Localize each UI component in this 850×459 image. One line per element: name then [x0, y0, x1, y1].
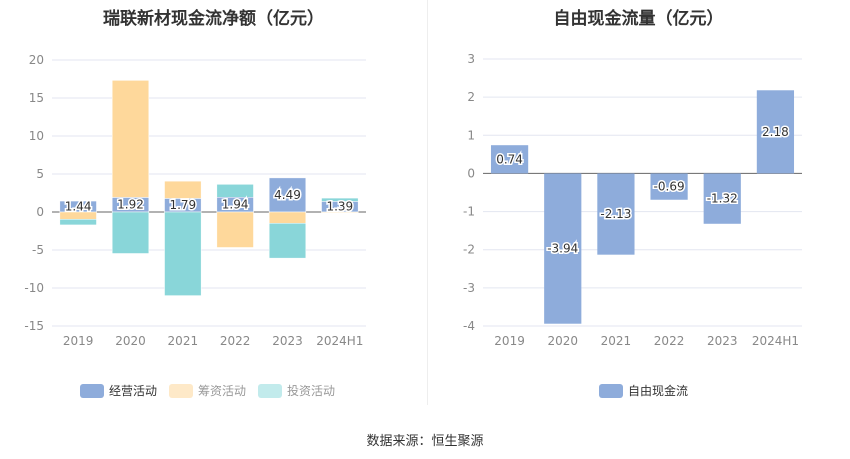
left-chart-title: 瑞联新材现金流净额（亿元） — [103, 9, 324, 29]
legend-item-investing[interactable]: 投资活动 — [258, 382, 335, 399]
bar-筹资活动 — [164, 180, 202, 199]
x-tick-label: 2019 — [494, 334, 525, 348]
bar-投资活动 — [268, 222, 307, 259]
legend-swatch — [169, 383, 194, 398]
bar-筹资活动 — [268, 211, 307, 224]
data-label: 1.39 — [326, 200, 353, 214]
right-legend: 自由现金流 — [599, 382, 688, 399]
x-tick-label: 2020 — [115, 334, 146, 348]
bar-经营活动 — [268, 177, 307, 213]
legend-label: 筹资活动 — [198, 384, 247, 398]
x-tick-label: 2020 — [547, 334, 578, 348]
data-label: 0.74 — [496, 152, 523, 166]
x-tick-label: 2024H1 — [752, 334, 799, 348]
y-tick-label: 15 — [29, 91, 44, 105]
y-tick-label: 5 — [36, 167, 44, 181]
y-tick-label: -2 — [463, 243, 475, 257]
bar-投资活动 — [321, 197, 359, 202]
bar-投资活动 — [59, 219, 97, 226]
bar-free-cash-flow — [597, 173, 635, 255]
x-tick-label: 2024H1 — [316, 334, 363, 348]
x-tick-label: 2019 — [63, 334, 94, 348]
y-tick-label: -4 — [463, 319, 475, 333]
x-tick-label: 2021 — [168, 334, 199, 348]
legend-item-financing[interactable]: 筹资活动 — [169, 382, 246, 399]
legend-label: 经营活动 — [109, 384, 158, 398]
bar-free-cash-flow — [544, 173, 582, 324]
bar-free-cash-flow — [756, 90, 795, 174]
bar-free-cash-flow — [650, 173, 688, 200]
legend-label: 自由现金流 — [628, 384, 689, 398]
y-tick-label: 2 — [467, 90, 475, 104]
data-label: 1.79 — [169, 198, 196, 212]
legend-item-operating[interactable]: 经营活动 — [80, 382, 157, 399]
x-tick-label: 2022 — [654, 334, 685, 348]
right-chart-title: 自由现金流量（亿元） — [553, 9, 724, 29]
data-label: -2.13 — [600, 207, 631, 221]
x-tick-label: 2022 — [220, 334, 251, 348]
y-tick-label: -1 — [463, 205, 475, 219]
data-source: 数据来源：恒生聚源 — [366, 434, 484, 449]
data-label: 1.94 — [222, 198, 249, 212]
x-tick-label: 2023 — [707, 334, 738, 348]
x-tick-label: 2021 — [601, 334, 632, 348]
bar-筹资活动 — [216, 211, 254, 248]
y-tick-label: -5 — [32, 243, 44, 257]
legend-swatch — [599, 383, 623, 398]
y-tick-label: 0 — [467, 166, 475, 180]
data-label: 4.49 — [274, 188, 301, 202]
y-tick-label: 3 — [467, 52, 475, 66]
legend-swatch — [258, 383, 283, 398]
legend-item-fcf[interactable]: 自由现金流 — [599, 382, 688, 399]
bar-free-cash-flow — [490, 145, 529, 174]
data-label: -1.32 — [707, 192, 738, 206]
y-tick-label: -3 — [463, 281, 475, 295]
bar-筹资活动 — [321, 211, 359, 214]
data-label: 2.18 — [762, 125, 789, 139]
data-label: -3.94 — [547, 242, 578, 256]
bar-free-cash-flow — [703, 173, 741, 224]
legend-swatch — [80, 383, 104, 398]
y-tick-label: -15 — [24, 319, 44, 333]
divider — [427, 0, 428, 405]
data-label: 1.44 — [65, 200, 92, 214]
y-tick-label: -10 — [24, 281, 44, 295]
legend-label: 投资活动 — [287, 384, 336, 398]
left-legend: 经营活动 筹资活动 投资活动 — [80, 382, 335, 399]
bar-投资活动 — [111, 211, 150, 254]
y-tick-label: 20 — [29, 53, 44, 67]
x-tick-label: 2023 — [272, 334, 303, 348]
data-label: -0.69 — [654, 180, 685, 194]
data-label: 1.92 — [117, 198, 144, 212]
bar-投资活动 — [216, 184, 254, 198]
bar-投资活动 — [164, 211, 202, 296]
y-tick-label: 0 — [36, 205, 44, 219]
y-tick-label: 1 — [467, 128, 475, 142]
bar-筹资活动 — [111, 80, 150, 198]
y-tick-label: 10 — [29, 129, 44, 143]
